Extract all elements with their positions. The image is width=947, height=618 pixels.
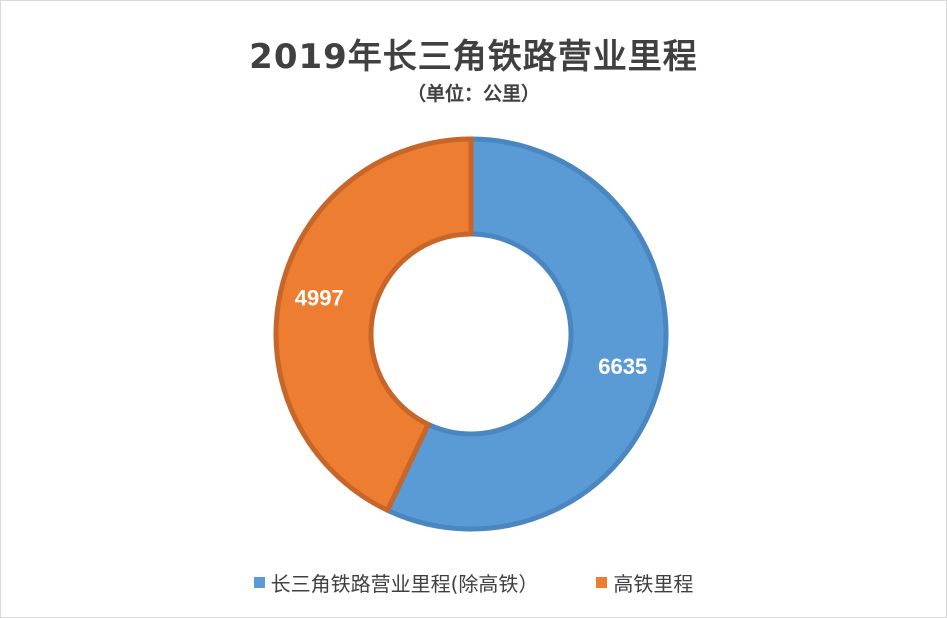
chart-legend: 长三角铁路营业里程(除高铁） 高铁里程 [1, 568, 946, 597]
legend-label-railway: 长三角铁路营业里程(除高铁） [270, 572, 539, 596]
slice-railway[interactable] [385, 136, 669, 532]
slice-label-railway: 6635 [598, 354, 647, 379]
legend-item-railway[interactable]: 长三角铁路营业里程(除高铁） [253, 568, 539, 597]
legend-swatch-highspeed [596, 577, 608, 588]
chart-subtitle: （单位：公里） [406, 83, 540, 105]
legend-label-highspeed: 高铁里程 [613, 572, 694, 596]
chart-title: 2019年长三角铁路营业里程 [249, 37, 698, 77]
legend-item-highspeed[interactable]: 高铁里程 [596, 568, 693, 597]
legend-swatch-railway [253, 577, 265, 588]
slice-highspeed[interactable] [273, 136, 474, 513]
slice-label-highspeed: 4997 [295, 286, 344, 311]
